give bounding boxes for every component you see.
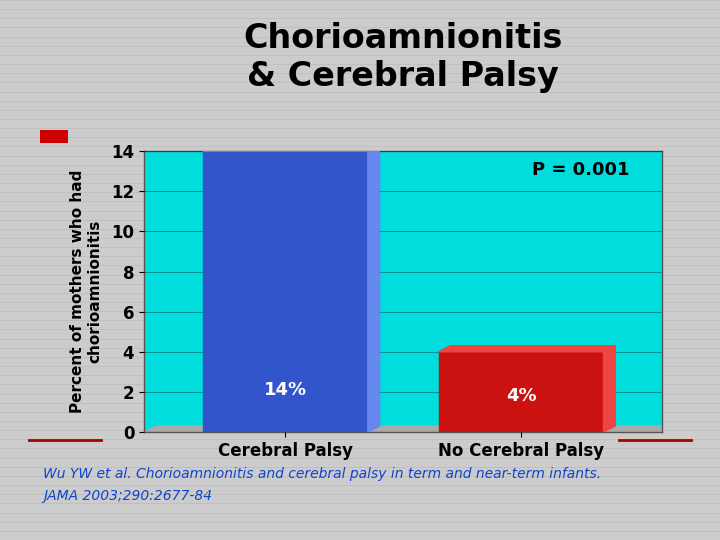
Bar (438, 352, 603, 432)
Polygon shape (438, 346, 616, 352)
Polygon shape (603, 346, 616, 432)
Bar (144, 432, 686, 442)
Text: JAMA 2003;290:2677-84: JAMA 2003;290:2677-84 (43, 489, 212, 503)
Text: Wu YW et al. Chorioamnionitis and cerebral palsy in term and near-term infants.: Wu YW et al. Chorioamnionitis and cerebr… (43, 467, 601, 481)
Polygon shape (203, 145, 379, 151)
Text: P = 0.001: P = 0.001 (532, 161, 629, 179)
Y-axis label: Percent of mothers who had
chorioamnionitis: Percent of mothers who had chorioamnioni… (71, 170, 103, 413)
Text: 4%: 4% (505, 387, 536, 405)
Polygon shape (144, 426, 674, 432)
Text: Chorioamnionitis
& Cerebral Palsy: Chorioamnionitis & Cerebral Palsy (243, 22, 563, 93)
Text: 14%: 14% (264, 381, 307, 399)
Polygon shape (368, 145, 379, 432)
Bar (203, 151, 368, 432)
